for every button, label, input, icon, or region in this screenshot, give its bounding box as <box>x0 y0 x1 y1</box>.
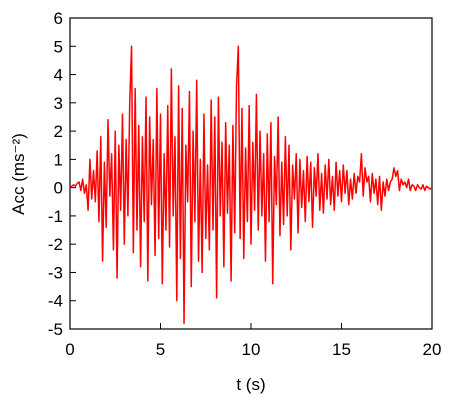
y-axis-label: Acc (ms⁻²) <box>9 133 28 215</box>
y-tick-label: 3 <box>54 94 63 113</box>
y-tick-label: -2 <box>48 235 63 254</box>
x-tick-label: 10 <box>242 340 261 359</box>
y-tick-label: 2 <box>54 122 63 141</box>
y-tick-label: 5 <box>54 37 63 56</box>
plot-frame <box>69 17 433 330</box>
data-line <box>69 45 433 325</box>
y-tick-label: 4 <box>54 66 63 85</box>
y-tick-label: 0 <box>54 179 63 198</box>
y-tick-label: -5 <box>48 320 63 339</box>
x-tick-label: 0 <box>65 340 74 359</box>
y-tick-label: -3 <box>48 263 63 282</box>
y-tick-label: 1 <box>54 150 63 169</box>
x-tick-label: 20 <box>423 340 442 359</box>
x-tick-label: 15 <box>332 340 351 359</box>
y-tick-label: -1 <box>48 207 63 226</box>
x-axis-label: t (s) <box>236 375 265 394</box>
x-tick-label: 5 <box>156 340 165 359</box>
y-tick-label: -4 <box>48 292 63 311</box>
y-tick-label: 6 <box>54 9 63 28</box>
